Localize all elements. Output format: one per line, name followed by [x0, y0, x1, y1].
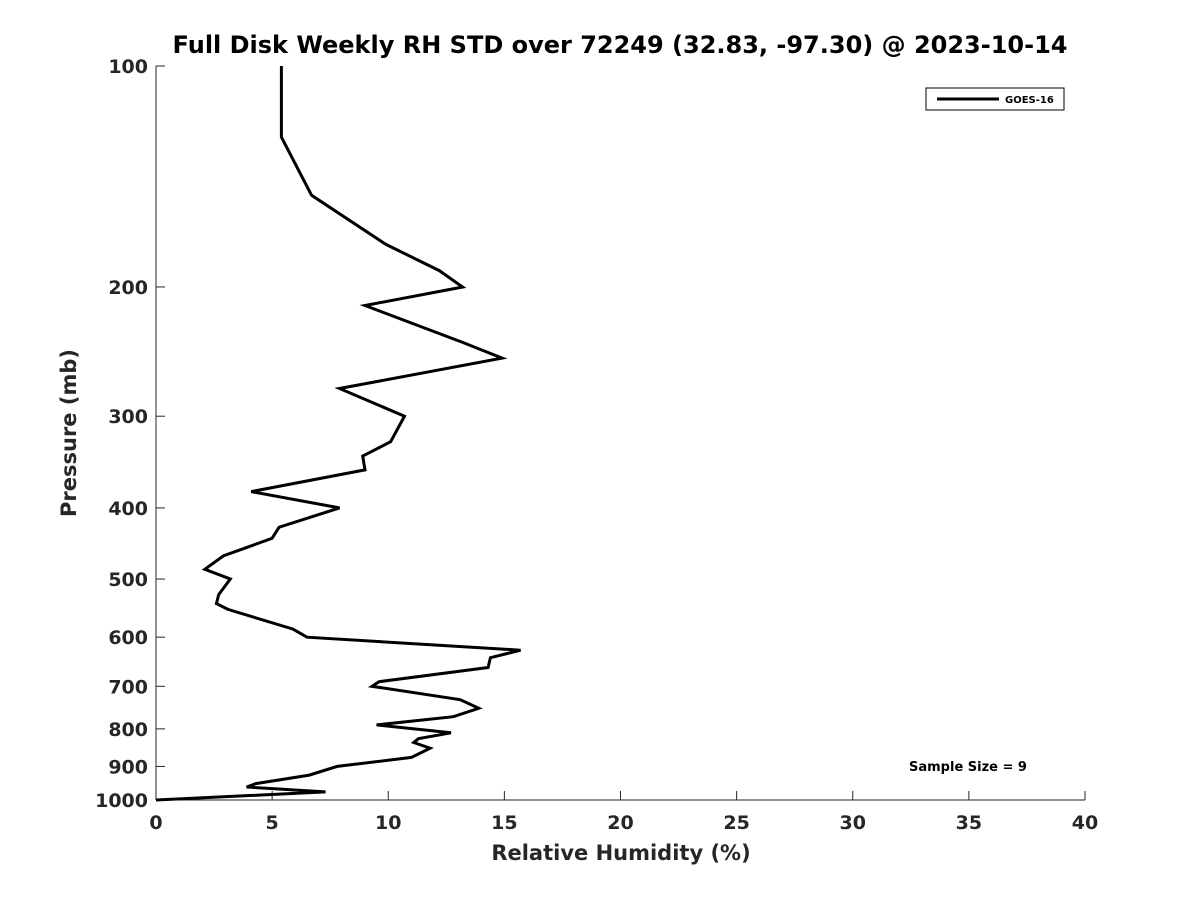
y-tick-label: 700 — [108, 676, 148, 698]
legend-label-goes16: GOES-16 — [1005, 95, 1054, 106]
x-tick-label: 0 — [149, 812, 162, 834]
x-tick-label: 40 — [1072, 812, 1098, 834]
series-line-goes16 — [155, 66, 521, 802]
y-tick-label: 500 — [108, 569, 148, 591]
x-axis-label: Relative Humidity (%) — [491, 841, 750, 865]
x-tick-label: 15 — [491, 812, 517, 834]
sample-size-annotation: Sample Size = 9 — [909, 760, 1027, 775]
y-tick-label: 1000 — [95, 790, 148, 812]
y-tick-label: 400 — [108, 498, 148, 520]
chart-title: Full Disk Weekly RH STD over 72249 (32.8… — [173, 31, 1068, 59]
x-tick-label: 10 — [375, 812, 401, 834]
x-tick-label: 5 — [266, 812, 279, 834]
series-group — [155, 66, 521, 802]
x-tick-label: 20 — [607, 812, 633, 834]
y-tick-label: 200 — [108, 277, 148, 299]
tick-group: 0 5 10 15 20 25 30 35 40 100 200 300 400 500 600 700 800… — [95, 56, 1098, 834]
y-tick-label: 800 — [108, 719, 148, 741]
y-tick-label: 900 — [108, 756, 148, 778]
y-tick-label: 100 — [108, 56, 148, 78]
y-tick-label: 300 — [108, 406, 148, 428]
x-tick-label: 25 — [723, 812, 749, 834]
x-tick-label: 30 — [840, 812, 866, 834]
y-tick-label: 600 — [108, 627, 148, 649]
y-axis-label: Pressure (mb) — [57, 349, 81, 517]
x-tick-label: 35 — [956, 812, 982, 834]
legend: GOES-16 — [925, 87, 1065, 111]
